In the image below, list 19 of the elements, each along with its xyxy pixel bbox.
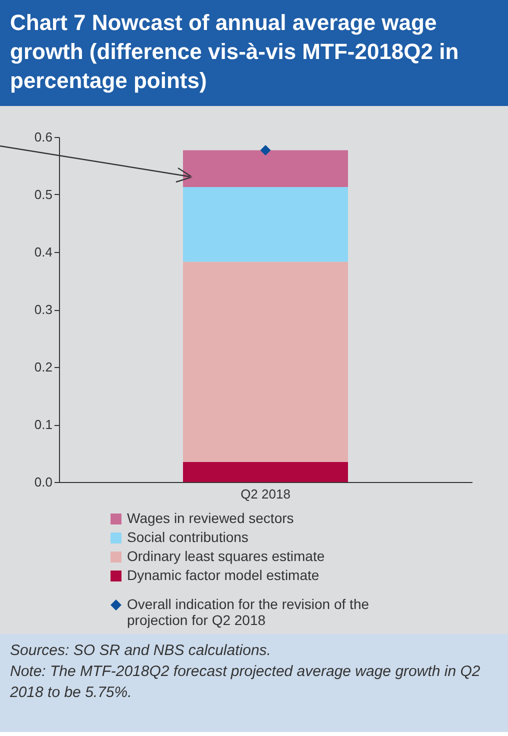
bar: [183, 187, 348, 262]
y-tick-label: 0.1: [34, 417, 52, 432]
bar: [183, 462, 348, 482]
y-tick-label: 0.5: [34, 187, 52, 202]
source-note: Sources: SO SR and NBS calculations.: [10, 641, 272, 661]
legend-label: Dynamic factor model estimate: [127, 567, 320, 583]
legend-label: Ordinary least squares estimate: [127, 548, 325, 564]
y-tick-label: 0.0: [34, 474, 52, 490]
bar: [183, 262, 348, 462]
y-tick-label: 0.3: [34, 302, 52, 317]
legend-label: Overall indication for the revision of the projection for Q2 2018: [127, 596, 370, 628]
legend-label: Wages in reviewed sectors: [127, 510, 294, 526]
text: Note: The MTF-2018Q2 forecast projected average wage growth in Q2 2018 to be 5.75%.: [10, 662, 482, 703]
legend-label: Social contributions: [127, 529, 248, 545]
y-tick-label: 0.2: [34, 360, 52, 374]
y-tick-label: 0.4: [34, 244, 52, 260]
chart-title: Chart 7 Nowcast of annual average wage growth (difference vis-à-vis MTF-2018Q2 in percentage points): [0, 0, 508, 106]
x-tick-label: Q2 2018: [240, 486, 290, 502]
y-tick-label: 0.6: [34, 130, 52, 144]
